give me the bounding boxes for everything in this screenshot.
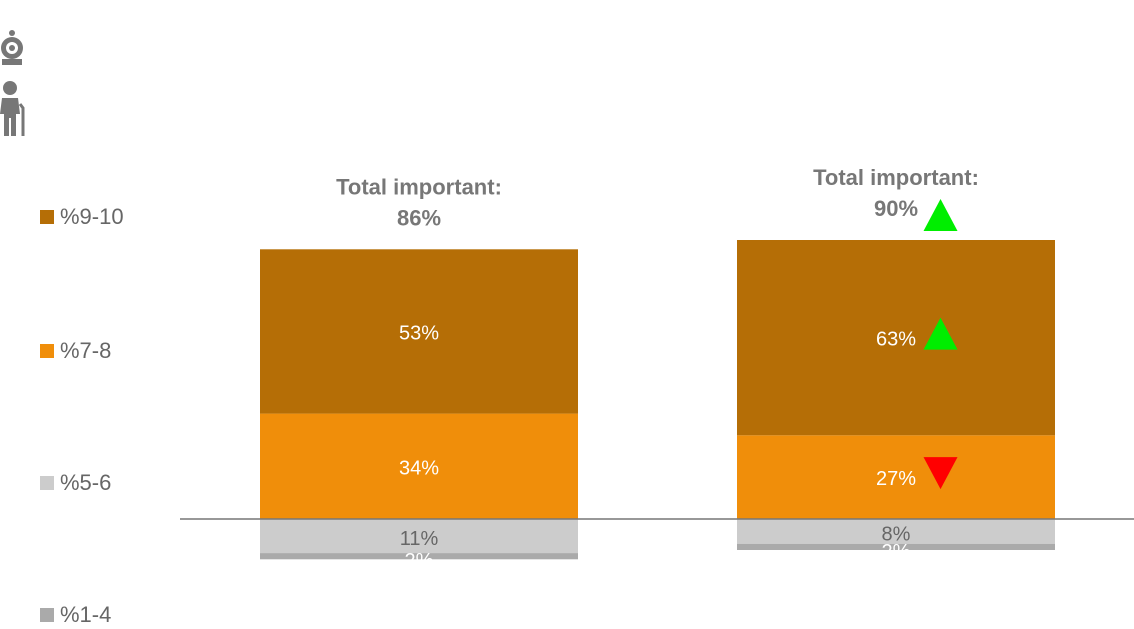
bar-segment [260, 413, 578, 519]
legend-swatch [40, 476, 54, 490]
trend-down-icon [923, 457, 958, 490]
legend-swatch [40, 344, 54, 358]
data-label: 8% [882, 523, 911, 545]
total-label: Total important: [336, 174, 502, 199]
bar-segment [260, 553, 578, 560]
data-label: 11% [400, 528, 439, 550]
legend-label: %1-4 [60, 602, 112, 627]
legend-label: %9-10 [60, 204, 124, 229]
data-label: 2% [882, 541, 911, 563]
data-label: 63% [876, 329, 916, 351]
total-label: Total important: [813, 165, 979, 190]
trend-up-icon [923, 317, 958, 350]
total-value: 90% [874, 196, 918, 221]
total-value: 86% [397, 205, 441, 230]
legend-item: %7-8 [40, 338, 111, 364]
legend-label: %5-6 [60, 470, 112, 495]
webcam-icon [0, 28, 30, 75]
bar-segment [737, 240, 1055, 436]
legend-swatch [40, 608, 54, 622]
legend-item: %1-4 [40, 602, 111, 628]
data-label: 27% [876, 468, 916, 490]
bar-segment [737, 543, 1055, 550]
legend-item: %5-6 [40, 470, 111, 496]
data-label: 53% [399, 322, 439, 344]
total-trend-up-icon [923, 199, 958, 231]
data-label: 2% [405, 550, 434, 572]
elderly-person-icon [0, 80, 30, 145]
bar-segment [260, 519, 578, 554]
bar-segment [737, 519, 1055, 544]
legend-item: %9-10 [40, 204, 124, 230]
legend-label: %7-8 [60, 338, 112, 363]
data-label: 34% [399, 457, 439, 479]
bar-segment [737, 435, 1055, 519]
legend-swatch [40, 210, 54, 224]
bar-segment [260, 249, 578, 414]
